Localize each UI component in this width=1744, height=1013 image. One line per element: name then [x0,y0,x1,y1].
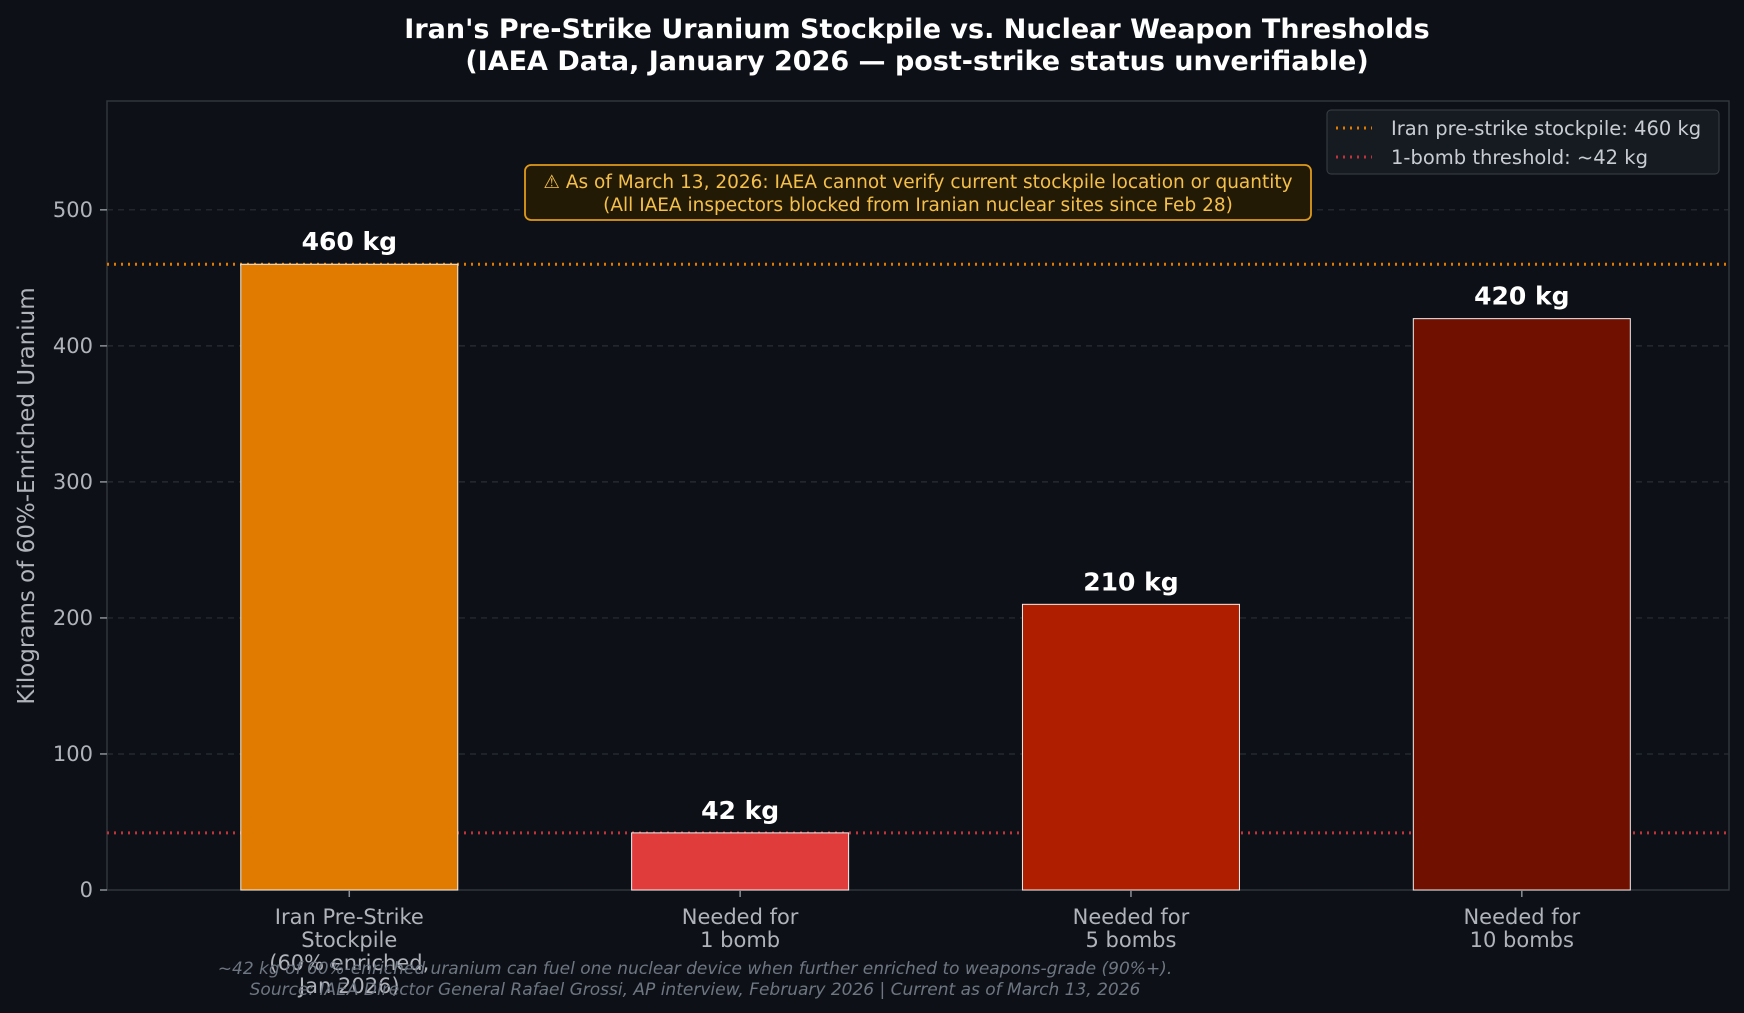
annotation-line-1: ⚠ As of March 13, 2026: IAEA cannot veri… [543,172,1292,193]
x-tick-label: 5 bombs [1085,928,1176,952]
chart-title: Iran's Pre-Strike Uranium Stockpile vs. … [404,14,1429,45]
legend-entry-threshold: 1-bomb threshold: ~42 kg [1391,146,1648,169]
bar-value-label: 420 kg [1474,282,1569,311]
footnote-line-2: Source: IAEA Director General Rafael Gro… [250,980,1141,1000]
x-tick-label: Jan 2026) [297,974,400,998]
bars: 460 kg 42 kg 210 kg 420 kg [240,227,1631,891]
x-tick-label: Stockpile [301,928,397,952]
y-tick-label: 400 [53,334,93,358]
legend-entry-stockpile: Iran pre-strike stockpile: 460 kg [1391,117,1701,140]
y-axis: 0 100 200 300 400 500 [53,198,107,902]
legend-box [1326,109,1720,175]
chart-subtitle: (IAEA Data, January 2026 — post-strike s… [465,46,1368,77]
x-tick-label: 10 bombs [1470,928,1574,952]
x-tick-label: Needed for [1463,905,1580,929]
y-tick-label: 300 [53,470,93,494]
annotation-box [524,164,1312,221]
x-tick-label: 1 bomb [700,928,780,952]
bar [1412,318,1631,891]
annotation-line-2: (All IAEA inspectors blocked from Irania… [603,195,1233,216]
legend: Iran pre-strike stockpile: 460 kg 1-bomb… [1326,109,1720,175]
x-tick-label: Needed for [1073,905,1190,929]
x-tick-label: Needed for [682,905,799,929]
x-tick-label: (60% enriched, [269,951,429,975]
bar-value-label: 210 kg [1083,567,1178,596]
bar-value-label: 460 kg [302,227,397,256]
footnote-line-1: ~42 kg of 60%-enriched uranium can fuel … [218,959,1172,979]
bar [240,263,459,891]
y-tick-label: 500 [53,198,93,222]
bar [631,832,850,891]
x-tick-label: Iran Pre-Strike [275,905,424,929]
bar [1021,603,1240,891]
y-tick-label: 200 [53,606,93,630]
y-axis-label: Kilograms of 60%-Enriched Uranium [14,287,40,704]
bar-value-label: 42 kg [701,796,779,825]
y-tick-label: 0 [80,878,93,902]
warning-annotation: ⚠ As of March 13, 2026: IAEA cannot veri… [524,164,1312,221]
y-tick-label: 100 [53,742,93,766]
